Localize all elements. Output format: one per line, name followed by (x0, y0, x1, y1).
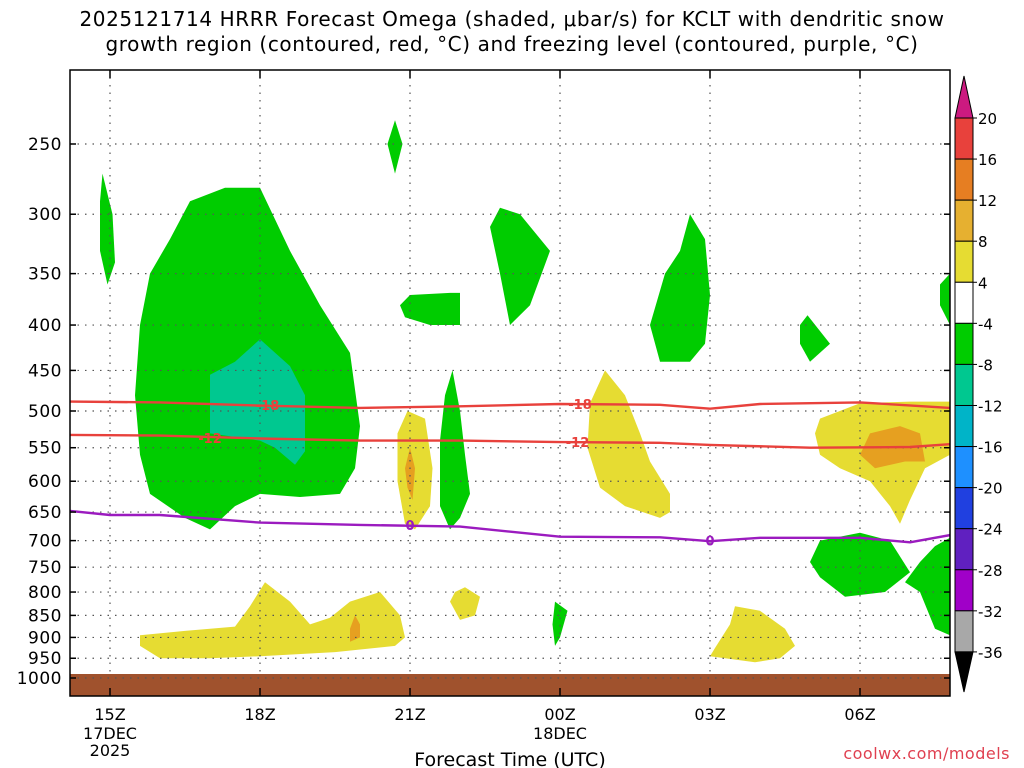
colorbar-label: 16 (978, 151, 997, 169)
x-tick-label: 18Z (244, 705, 275, 724)
colorbar-label: -8 (978, 356, 993, 374)
colorbar-segment (954, 363, 974, 406)
x-tick-date: 18DEC (533, 724, 587, 743)
colorbar-segment (954, 240, 974, 283)
colorbar-label: 12 (978, 192, 997, 210)
y-tick-label: 350 (28, 265, 62, 285)
contour-label: -12 (198, 432, 222, 447)
omega-region-green (552, 601, 568, 646)
plot-frame (69, 69, 951, 697)
omega-region-green (490, 207, 550, 325)
colorbar-label: -24 (978, 521, 1003, 539)
colorbar-segment (954, 404, 974, 448)
colorbar-segment (954, 158, 974, 201)
x-tick-label: 03Z (694, 705, 725, 724)
colorbar-label: -20 (978, 480, 1003, 498)
colorbar-label: -16 (978, 439, 1003, 457)
y-tick-label: 950 (28, 649, 62, 669)
omega-region-yellow (140, 582, 405, 659)
ground-layer (70, 674, 950, 696)
contour-label: -18 (256, 399, 280, 414)
omega-region-green (905, 537, 950, 636)
contour-line (70, 509, 950, 544)
source-credit: coolwx.com/models (843, 744, 1010, 763)
y-tick-label: 500 (28, 402, 62, 422)
colorbar-label: 4 (978, 274, 988, 292)
y-tick-label: 450 (28, 361, 62, 381)
temperature-contours: -18 -18 -12 -12 0 0 (70, 398, 950, 550)
colorbar-segment (954, 75, 974, 119)
colorbar-label: 20 (978, 110, 997, 128)
colorbar-segment (954, 117, 974, 160)
contour-line (70, 400, 950, 410)
omega-region-orange (350, 615, 360, 642)
x-tick-label: 21Z (394, 705, 425, 724)
y-tick-label: 600 (28, 472, 62, 492)
omega-shaded-regions (100, 120, 950, 663)
x-tick-date: 17DEC (83, 724, 137, 743)
omega-region-green (100, 173, 115, 285)
ground-bar (70, 674, 950, 696)
y-tick-label: 650 (28, 503, 62, 523)
y-tick-label: 900 (28, 628, 62, 648)
x-tick-year: 2025 (90, 741, 131, 760)
omega-region-yellow (450, 587, 480, 620)
x-tick-label: 06Z (844, 705, 875, 724)
colorbar-segment (954, 569, 974, 612)
colorbar: 20 16 12 8 4 -4 -8 -12 -16 -20 -24 -28 -32 -36 (954, 75, 1003, 693)
contour-label: 0 (705, 535, 714, 550)
chart-title-line-1: 2025121714 HRRR Forecast Omega (shaded, … (79, 7, 945, 31)
colorbar-label: 8 (978, 233, 988, 251)
omega-region-green (800, 315, 830, 362)
colorbar-segment (954, 651, 974, 693)
colorbar-label: -32 (978, 603, 1003, 621)
omega-region-yellow (587, 370, 670, 518)
y-tick-label: 250 (28, 135, 62, 155)
colorbar-label: -12 (978, 397, 1003, 415)
colorbar-label: -4 (978, 315, 993, 333)
y-tick-label: 750 (28, 558, 62, 578)
colorbar-segment (954, 281, 974, 324)
omega-region-orange (405, 447, 415, 500)
y-tick-label: 850 (28, 606, 62, 626)
colorbar-segment (954, 199, 974, 242)
chart-title-line-2: growth region (contoured, red, °C) and f… (105, 32, 919, 56)
x-tick-label: 15Z (94, 705, 125, 724)
contour-label: -12 (566, 436, 590, 451)
y-tick-label: 400 (28, 316, 62, 336)
omega-region-green (650, 214, 710, 362)
omega-region-yellow (710, 606, 795, 663)
colorbar-segment (954, 446, 974, 489)
colorbar-segment (954, 487, 974, 530)
colorbar-label: -36 (978, 644, 1003, 662)
omega-region-green (810, 532, 910, 597)
colorbar-segment (954, 610, 974, 653)
y-tick-label: 550 (28, 439, 62, 459)
grid-lines (70, 70, 950, 679)
y-tick-label: 800 (28, 583, 62, 603)
contour-label: 0 (405, 519, 414, 534)
contour-line (70, 433, 950, 449)
y-axis: 2503003504004505005506006507007508008509… (17, 135, 950, 689)
y-tick-label: 700 (28, 532, 62, 552)
y-tick-label: 300 (28, 205, 62, 225)
colorbar-segment (954, 322, 974, 365)
x-axis-label: Forecast Time (UTC) (414, 749, 605, 768)
omega-region-green (400, 292, 460, 325)
omega-region-green (440, 370, 470, 530)
x-tick-label: 00Z (544, 705, 575, 724)
contour-label: -18 (568, 398, 592, 413)
omega-region-green (387, 120, 403, 174)
colorbar-segment (954, 528, 974, 571)
y-tick-label: 1000 (17, 669, 62, 689)
colorbar-label: -28 (978, 562, 1003, 580)
omega-region-green (940, 273, 950, 325)
